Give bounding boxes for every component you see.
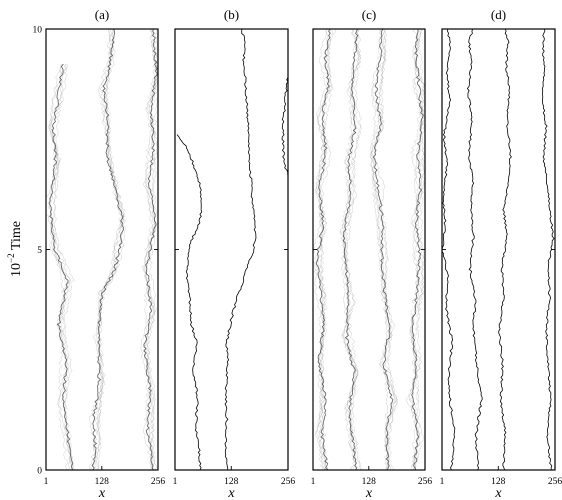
- panel-3-xtick-label-1: 128: [491, 477, 506, 487]
- y-tick-label-1: 5: [37, 246, 42, 256]
- panel-3-xtick-label-2: 256: [548, 477, 562, 487]
- panel-0-wall-1-spread-1: [94, 28, 125, 471]
- panel-1-wall-2: [281, 77, 289, 175]
- panel-2-wall-1: [342, 28, 359, 471]
- panel-1-frame: [174, 28, 289, 471]
- panel-0-wall-2: [143, 28, 158, 471]
- panel-1-title: (b): [224, 7, 239, 22]
- panel-2-wall-0-spread-1: [314, 28, 337, 471]
- panel-1: (b) 1 128 256 x: [173, 7, 296, 500]
- panel-2-wall-2-spread-1: [370, 28, 396, 471]
- panel-1-xtick-label-2: 256: [281, 477, 296, 487]
- panel-0-wall-0-spread-3: [45, 64, 75, 471]
- panel-0-wall-2-spread-4: [143, 28, 159, 471]
- panel-0-xtick-label-2: 256: [151, 477, 166, 487]
- panel-1-wall-0: [176, 134, 203, 471]
- panel-0-frame: [45, 28, 159, 471]
- panel-3-xtick-label-0: 1: [440, 477, 445, 487]
- y-axis-label-text: Time: [9, 221, 24, 253]
- y-axis-label-base: 10: [9, 263, 24, 277]
- panel-2-wall-2-spread-2: [373, 28, 398, 471]
- panel-3-wall-2: [498, 28, 512, 471]
- panel-2-wall-0-spread-0: [316, 28, 332, 471]
- panel-2-x-axis-label: x: [365, 486, 373, 500]
- panel-0-xtick-label-1: 128: [95, 477, 110, 487]
- panel-1-wall-1: [224, 28, 257, 471]
- panel-2-wall-2-spread-3: [370, 28, 389, 471]
- panel-1-xtick-label-0: 1: [173, 477, 178, 487]
- panel-2-title: (c): [362, 7, 376, 22]
- panel-2-wall-3: [411, 28, 424, 471]
- panel-2: (c) 1 128 256 x: [311, 7, 433, 500]
- panel-2-wall-1-spread-2: [340, 28, 363, 471]
- panel-0: (a) 1 128 256 x 0 5 10: [33, 7, 166, 500]
- panel-0-wall-1-spread-4: [90, 28, 125, 471]
- panel-2-xtick-label-1: 128: [362, 477, 377, 487]
- panel-0-wall-1-spread-0: [88, 28, 125, 471]
- panel-2-xtick-label-2: 256: [418, 477, 433, 487]
- panel-2-wall-3-spread-0: [405, 28, 425, 471]
- panel-2-wall-2: [372, 28, 394, 471]
- panel-2-wall-1-spread-4: [339, 28, 359, 471]
- panel-2-wall-0-spread-3: [315, 28, 333, 471]
- panel-0-wall-1-spread-2: [88, 28, 127, 471]
- panel-0-wall-2-spread-0: [143, 28, 159, 471]
- panel-3: (d) 1 128 256 x: [440, 7, 562, 500]
- panel-2-xtick-label-0: 1: [311, 477, 316, 487]
- panel-0-wall-1-spread-3: [92, 28, 124, 471]
- panel-0-wall-2-spread-3: [143, 28, 159, 471]
- panel-0-wall-0-spread-0: [49, 64, 76, 471]
- panel-0-title: (a): [95, 7, 109, 22]
- panel-3-frame: [441, 28, 556, 471]
- panel-0-wall-0-spread-4: [48, 64, 72, 471]
- panel-0-wall-0: [48, 63, 74, 471]
- y-tick-label-2: 10: [33, 26, 43, 36]
- panel-1-x-axis-label: x: [227, 486, 235, 500]
- panel-2-wall-2-spread-4: [369, 28, 398, 471]
- panel-0-wall-1: [91, 28, 124, 471]
- panel-1-xtick-label-1: 128: [224, 477, 239, 487]
- panel-0-wall-2-spread-1: [140, 28, 156, 471]
- panel-3-wall-1: [467, 28, 483, 471]
- panel-2-wall-0-spread-2: [317, 28, 334, 471]
- panel-3-title: (d): [491, 7, 506, 22]
- panel-0-xtick-label-0: 1: [44, 477, 49, 487]
- panel-3-x-axis-label: x: [494, 486, 502, 500]
- y-tick-label-0: 0: [37, 467, 42, 477]
- y-axis-label: 10−2 Time: [6, 221, 24, 277]
- panel-0-x-axis-label: x: [98, 486, 106, 500]
- y-axis-label-exponent: −2: [6, 253, 16, 263]
- panel-0-wall-0-spread-2: [48, 64, 74, 471]
